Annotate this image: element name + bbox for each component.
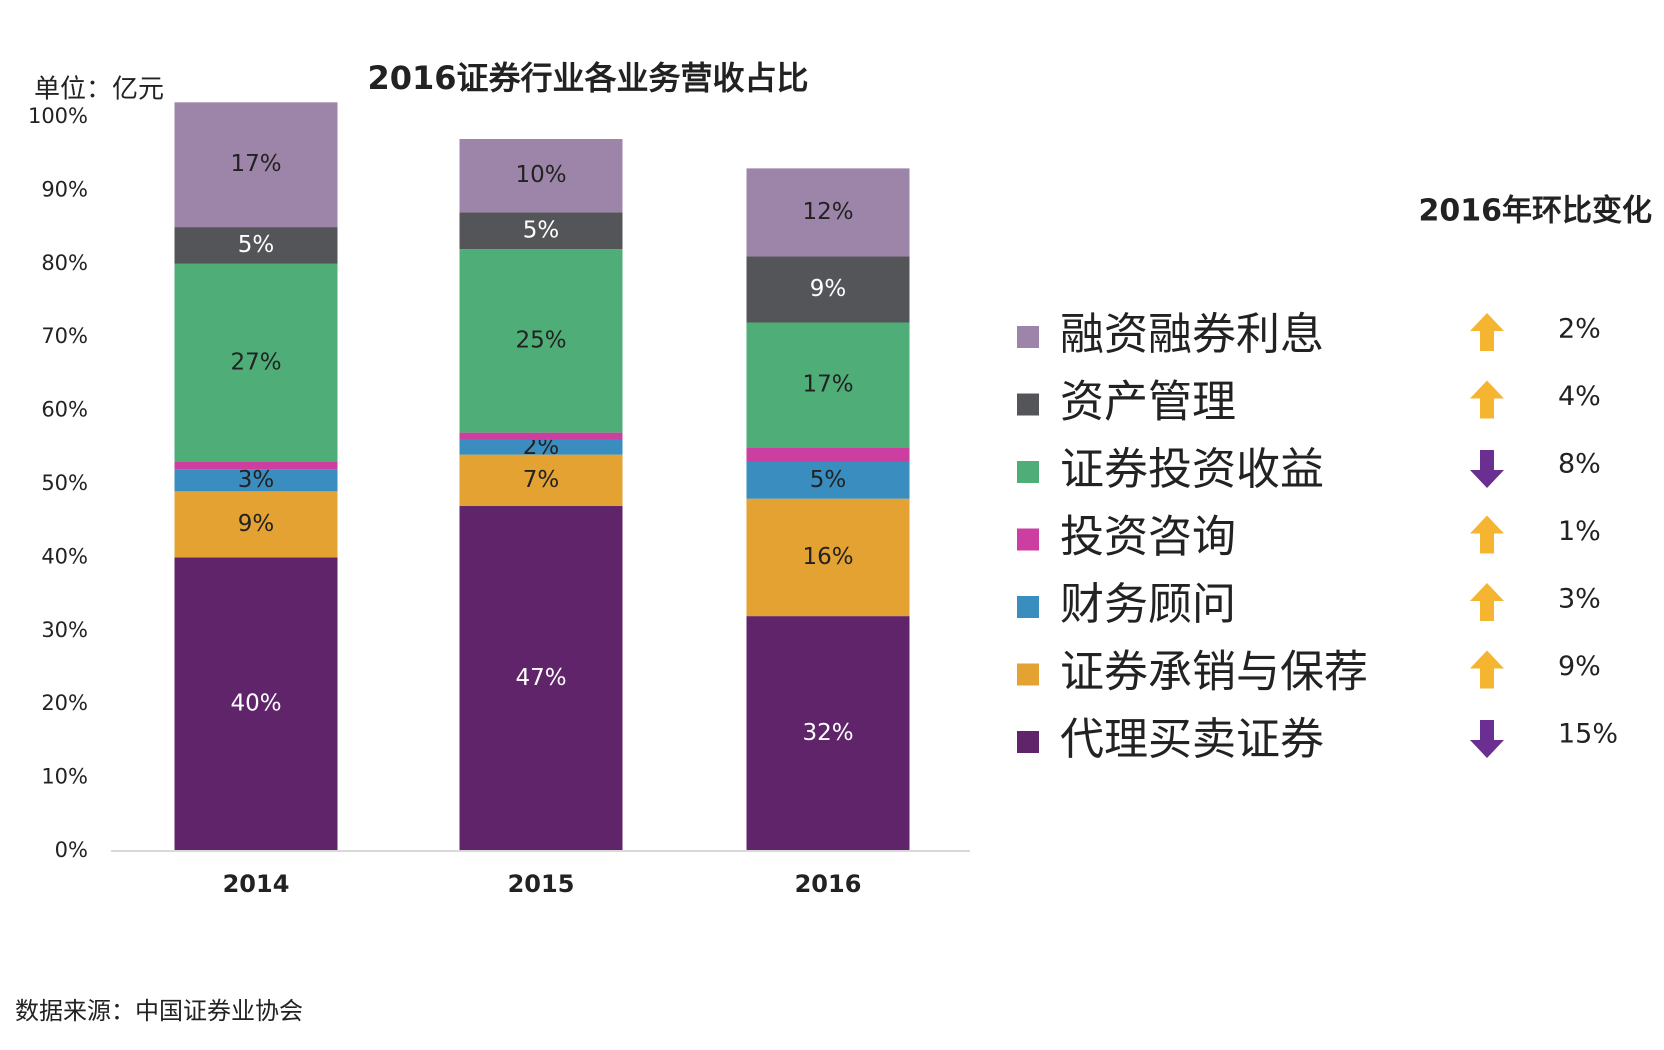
legend-label: 证券投资收益 — [1060, 444, 1324, 495]
legend-label: 资产管理 — [1060, 377, 1236, 428]
bar-segment — [746, 498, 910, 617]
legend-label: 证券承销与保荐 — [1060, 647, 1368, 698]
value-label: 25% — [515, 327, 566, 353]
legend-label: 代理买卖证券 — [1060, 714, 1324, 765]
legend-swatch — [1017, 663, 1039, 686]
change-value: 9% — [1558, 651, 1601, 682]
y-tick-label: 60% — [41, 398, 88, 422]
legend-swatch — [1017, 461, 1039, 483]
change-value: 2% — [1558, 314, 1601, 345]
legend-swatch — [1017, 393, 1039, 416]
change-arrow — [1470, 583, 1504, 621]
change-value: 3% — [1558, 584, 1601, 615]
value-label: 9% — [810, 276, 847, 302]
x-tick-label: 2014 — [223, 870, 290, 898]
y-tick-label: 50% — [41, 471, 88, 495]
y-tick-label: 10% — [41, 765, 88, 789]
bar-segment — [746, 322, 910, 448]
value-label: 5% — [810, 467, 847, 493]
x-tick-label: 2015 — [508, 870, 575, 898]
change-value: 15% — [1558, 719, 1618, 750]
change-arrow — [1470, 720, 1504, 758]
y-tick-label: 20% — [41, 691, 88, 715]
bar-segment — [174, 263, 338, 462]
value-label: 17% — [802, 371, 853, 397]
chart-title: 2016证券行业各业务营收占比 — [367, 59, 808, 97]
value-label: 27% — [230, 349, 281, 375]
legend-swatch — [1017, 326, 1039, 348]
bar-segment — [746, 461, 910, 499]
change-arrow — [1470, 515, 1504, 554]
bar-segment — [459, 249, 623, 433]
bar-segment — [746, 256, 910, 323]
change-value: 4% — [1558, 381, 1601, 412]
bar-segment — [746, 616, 910, 851]
bar-segment — [746, 447, 910, 462]
bar-segment — [174, 461, 338, 470]
value-label: 5% — [238, 232, 275, 258]
bar-segment — [459, 506, 623, 851]
legend-swatch — [1017, 731, 1039, 753]
value-label: 7% — [523, 467, 560, 493]
change-value: 8% — [1558, 449, 1601, 480]
x-tick-label: 2016 — [795, 870, 862, 898]
value-label: 9% — [238, 511, 275, 537]
value-label: 16% — [802, 544, 853, 570]
y-tick-label: 30% — [41, 618, 88, 642]
y-tick-label: 90% — [41, 177, 88, 201]
bar-segment — [746, 168, 910, 257]
value-label: 10% — [515, 162, 566, 188]
change-arrow — [1470, 313, 1504, 351]
bar-segment — [459, 139, 623, 213]
change-arrow — [1470, 650, 1504, 689]
bar-segment — [459, 212, 623, 250]
value-label: 3% — [238, 467, 275, 493]
value-label: 32% — [802, 720, 853, 746]
y-tick-label: 40% — [41, 544, 88, 568]
unit-label: 单位：亿元 — [34, 75, 164, 105]
value-label: 47% — [515, 665, 566, 691]
legend-swatch — [1017, 596, 1039, 618]
value-label: 17% — [230, 151, 281, 177]
value-label: 40% — [230, 691, 281, 717]
bar-segment — [174, 469, 338, 492]
legend-label: 投资咨询 — [1060, 512, 1236, 563]
bar-segment — [174, 102, 338, 228]
y-tick-label: 0% — [55, 838, 88, 862]
change-value: 1% — [1558, 516, 1601, 547]
value-label: 5% — [523, 217, 560, 243]
change-arrow — [1470, 450, 1504, 488]
legend-swatch — [1017, 528, 1039, 551]
y-tick-label: 70% — [41, 324, 88, 348]
bar-segment — [174, 227, 338, 264]
change-arrow — [1470, 380, 1504, 419]
legend-label: 财务顾问 — [1060, 579, 1236, 630]
bar-segment — [459, 432, 623, 440]
change-title: 2016年环比变化 — [1419, 194, 1653, 229]
bar-segment — [174, 557, 338, 851]
source-note: 数据来源：中国证券业协会 — [15, 997, 303, 1025]
bar-segment — [459, 439, 623, 455]
legend-label: 融资融券利息 — [1060, 309, 1324, 360]
value-label: 12% — [802, 199, 853, 225]
bar-segment — [174, 491, 338, 558]
y-tick-label: 100% — [28, 104, 88, 128]
bar-segment — [459, 454, 623, 507]
y-tick-label: 80% — [41, 251, 88, 275]
